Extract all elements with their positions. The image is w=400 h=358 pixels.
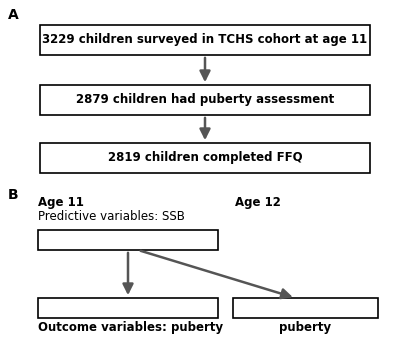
- Text: Predictive variables: SSB: Predictive variables: SSB: [38, 210, 185, 223]
- Bar: [233, 298, 378, 318]
- Text: 2879 children had puberty assessment: 2879 children had puberty assessment: [76, 93, 334, 106]
- Text: A: A: [8, 8, 19, 22]
- Text: puberty: puberty: [280, 321, 332, 334]
- Bar: [40, 143, 370, 173]
- Text: Outcome variables: puberty: Outcome variables: puberty: [38, 321, 223, 334]
- Text: Age 11: Age 11: [38, 196, 84, 209]
- Text: B: B: [8, 188, 19, 202]
- Text: 2819 children completed FFQ: 2819 children completed FFQ: [108, 151, 302, 164]
- Text: Age 12: Age 12: [235, 196, 281, 209]
- Bar: [40, 85, 370, 115]
- Bar: [38, 298, 218, 318]
- Text: 3229 children surveyed in TCHS cohort at age 11: 3229 children surveyed in TCHS cohort at…: [42, 34, 368, 47]
- Bar: [40, 25, 370, 55]
- Bar: [38, 230, 218, 250]
